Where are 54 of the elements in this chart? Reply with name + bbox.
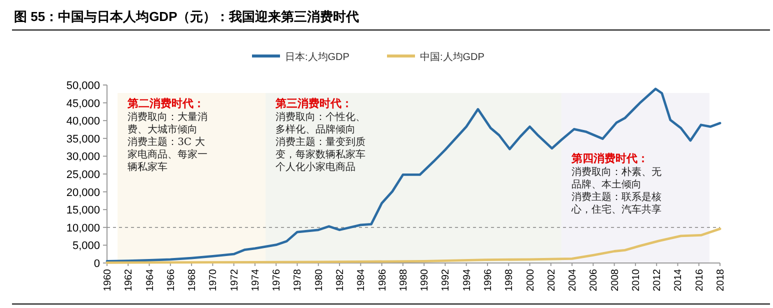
- annotation: 消费取向：大量消费、大城市倾向: [128, 111, 208, 136]
- x-tick-label: 1960: [102, 268, 114, 292]
- y-tick-label: 0: [94, 258, 100, 270]
- y-tick-label: 10,000: [66, 222, 100, 234]
- x-tick-label: 2004: [568, 268, 579, 292]
- x-tick-label: 2008: [610, 268, 621, 292]
- x-tick-label: 1964: [144, 268, 156, 292]
- x-tick-label: 1962: [124, 268, 135, 292]
- x-tick-label: 1974: [250, 268, 262, 292]
- x-tick-label: 1980: [314, 268, 325, 292]
- x-tick-label: 1996: [482, 268, 494, 292]
- y-tick-label: 45,000: [66, 98, 100, 110]
- x-tick-label: 1978: [292, 268, 304, 292]
- y-tick-label: 15,000: [66, 204, 100, 217]
- x-tick-label: 1998: [504, 268, 516, 292]
- x-tick-label: 1970: [208, 268, 220, 292]
- x-tick-label: 1988: [398, 268, 410, 292]
- x-tick-label: 2014: [673, 268, 684, 292]
- x-tick-label: 1994: [462, 268, 473, 292]
- annotation: 消费取向：个性化、多样化、品牌倾向: [276, 111, 366, 136]
- x-tick-label: 2012: [652, 268, 664, 292]
- y-tick-label: 5,000: [72, 240, 100, 252]
- y-tick-label: 40,000: [66, 116, 100, 128]
- annotation: 消费主题：量变到质变，每家数辆私家车个人化小家电商品: [276, 136, 366, 173]
- x-tick-label: 2006: [588, 268, 600, 292]
- x-tick-label: 2016: [694, 268, 706, 292]
- band-label: 第二消费时代：: [126, 97, 205, 110]
- x-tick-label: 2000: [525, 268, 536, 292]
- legend-label: 日本:人均GDP: [285, 51, 350, 63]
- band-label: 第四消费时代：: [570, 152, 648, 165]
- legend-label: 中国:人均GDP: [420, 51, 485, 63]
- x-tick-label: 1984: [356, 268, 368, 292]
- annotation: 消费取向：朴素、无品牌、本土倾向: [571, 166, 662, 190]
- x-tick-label: 2018: [716, 268, 726, 292]
- line-series: [106, 88, 722, 262]
- annotation: 消费主题：3C 大家电商品、每家一辆私家车: [128, 136, 208, 173]
- x-tick-label: 1990: [420, 268, 431, 292]
- x-tick-label: 2002: [546, 268, 558, 292]
- x-tick-label: 1986: [377, 268, 388, 292]
- x-tick-label: 1972: [229, 268, 240, 292]
- x-tick-label: 1982: [335, 268, 346, 292]
- annotation: 消费主题：联系是核心，住宅、汽车共享: [570, 191, 662, 216]
- chart-title: 图 55：中国与日本人均GDP（元）：我国迎来第三消费时代: [14, 9, 360, 24]
- y-tick-label: 25,000: [66, 169, 100, 181]
- band-label: 第三消费时代：: [274, 97, 353, 110]
- x-tick-label: 1992: [440, 268, 452, 292]
- x-tick-label: 1968: [187, 268, 198, 292]
- x-tick-label: 1976: [272, 268, 283, 292]
- y-tick-label: 35,000: [66, 133, 100, 146]
- x-tick-label: 1966: [166, 268, 177, 292]
- x-tick-label: 2010: [630, 268, 642, 292]
- y-tick-label: 30,000: [66, 151, 100, 164]
- y-tick-label: 20,000: [66, 186, 100, 199]
- y-tick-label: 50,000: [66, 80, 100, 92]
